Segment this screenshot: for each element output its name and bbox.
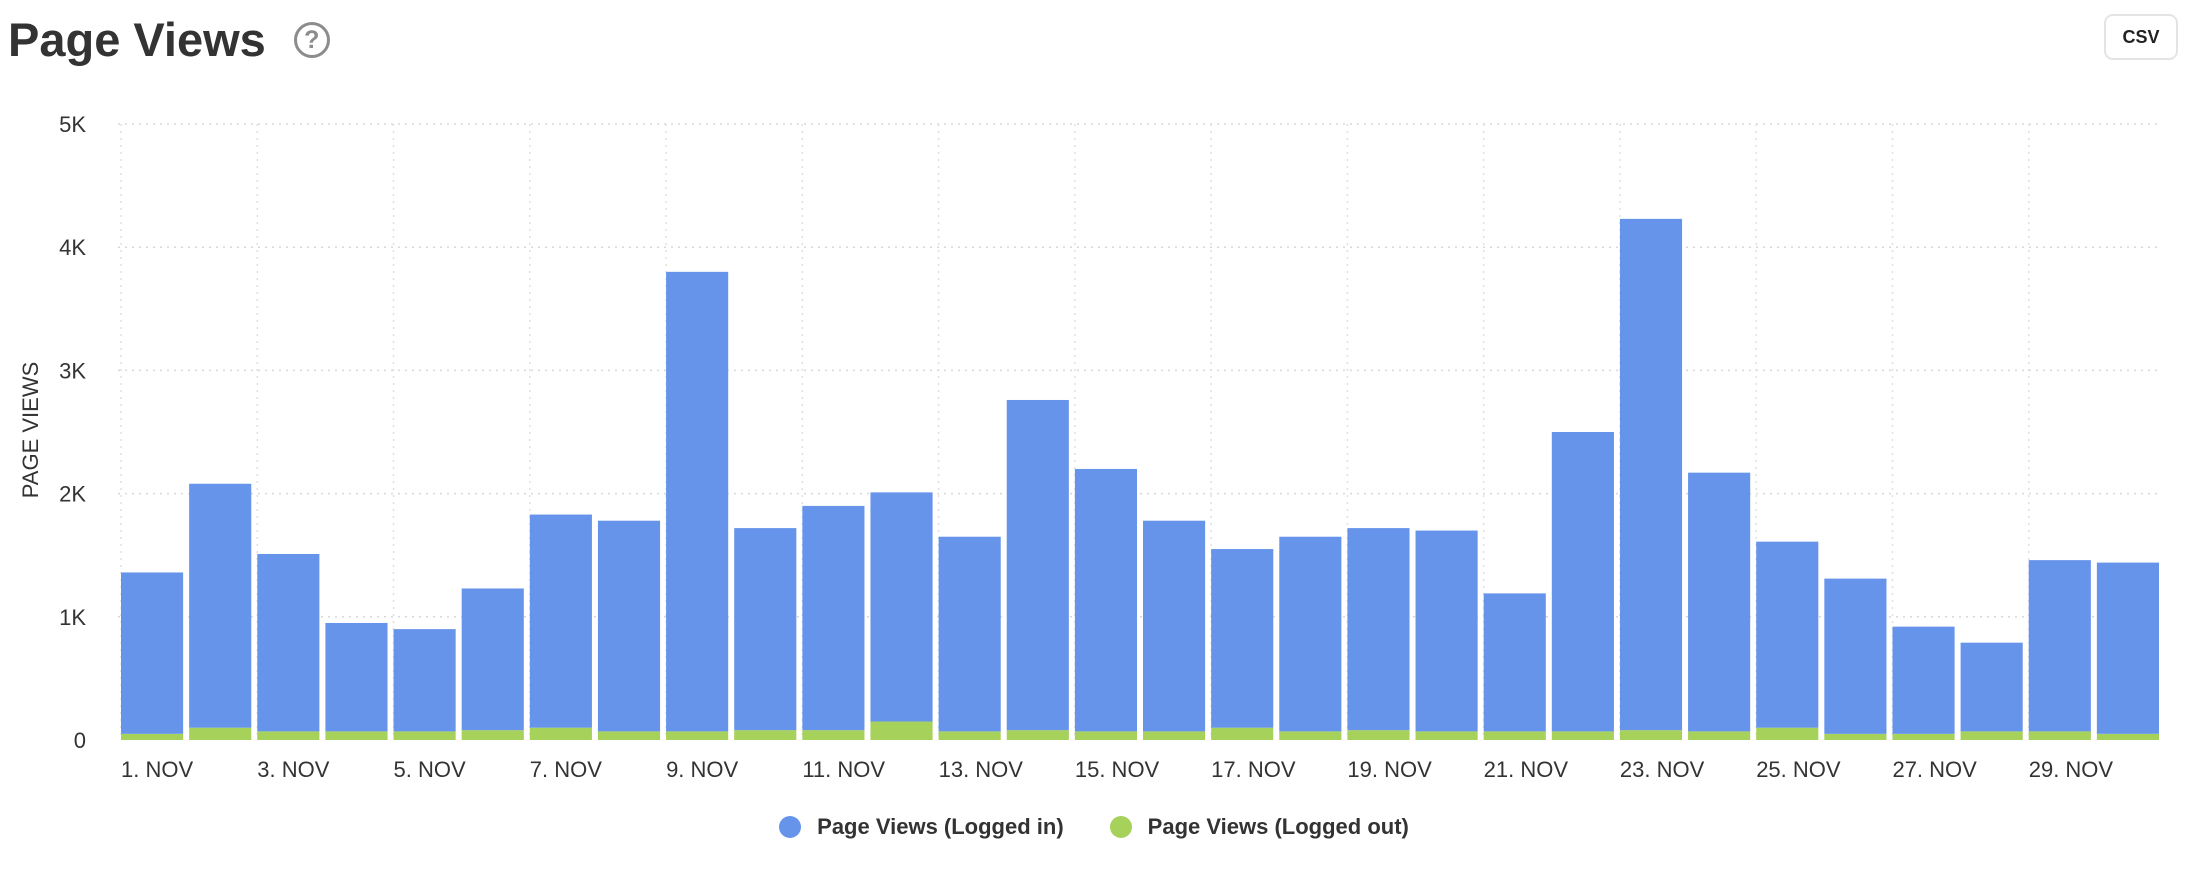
- x-tick-label: 15. NOV: [1075, 757, 1160, 782]
- bar-logged-in-14[interactable]: [1006, 399, 1069, 731]
- legend-item-logged-out[interactable]: Page Views (Logged out): [1109, 814, 1409, 840]
- bar-logged-in-28[interactable]: [1960, 642, 2023, 732]
- bar-logged-in-17[interactable]: [1211, 549, 1274, 728]
- bar-logged-in-25[interactable]: [1756, 541, 1819, 728]
- bar-logged-in-13[interactable]: [938, 536, 1001, 732]
- bar-logged-in-10[interactable]: [734, 528, 797, 731]
- bar-logged-in-3[interactable]: [257, 553, 320, 732]
- bar-logged-out-16[interactable]: [1143, 731, 1206, 740]
- bar-logged-out-7[interactable]: [529, 727, 592, 740]
- page-title: Page Views: [8, 13, 266, 66]
- bar-logged-out-26[interactable]: [1824, 733, 1887, 740]
- chart-header: Page Views ?: [8, 10, 330, 70]
- bar-logged-out-10[interactable]: [734, 730, 797, 740]
- bar-logged-out-29[interactable]: [2028, 731, 2091, 740]
- x-tick-label: 13. NOV: [939, 757, 1024, 782]
- bars: [121, 218, 2159, 740]
- x-tick-label: 9. NOV: [666, 757, 738, 782]
- bar-logged-out-23[interactable]: [1619, 730, 1683, 740]
- bar-logged-in-21[interactable]: [1483, 593, 1546, 732]
- legend-item-logged-in[interactable]: Page Views (Logged in): [779, 814, 1064, 840]
- bar-logged-out-22[interactable]: [1551, 731, 1614, 740]
- bar-logged-in-12[interactable]: [870, 492, 933, 722]
- x-tick-label: 21. NOV: [1484, 757, 1569, 782]
- bar-logged-in-26[interactable]: [1824, 578, 1887, 734]
- bar-logged-in-29[interactable]: [2028, 560, 2091, 732]
- bar-logged-in-6[interactable]: [461, 588, 524, 731]
- bar-logged-out-19[interactable]: [1347, 730, 1410, 740]
- bar-logged-out-30[interactable]: [2096, 733, 2159, 740]
- x-tick-label: 29. NOV: [2029, 757, 2114, 782]
- y-tick-label: 2K: [59, 482, 86, 507]
- bar-logged-in-4[interactable]: [325, 622, 388, 732]
- y-axis-ticks: 0 1K 2K 3K 4K 5K: [59, 112, 86, 753]
- bar-logged-out-17[interactable]: [1211, 727, 1274, 740]
- bar-logged-in-1[interactable]: [121, 572, 184, 734]
- bar-logged-out-20[interactable]: [1415, 731, 1478, 740]
- bar-logged-in-24[interactable]: [1688, 472, 1751, 732]
- legend-swatch-logged-in: [779, 816, 802, 838]
- x-tick-label: 25. NOV: [1756, 757, 1841, 782]
- bar-logged-in-23[interactable]: [1619, 218, 1683, 731]
- bar-logged-out-18[interactable]: [1279, 731, 1342, 740]
- bar-logged-out-5[interactable]: [393, 731, 456, 740]
- bar-logged-in-2[interactable]: [189, 483, 252, 728]
- bar-logged-in-20[interactable]: [1415, 530, 1478, 732]
- x-tick-label: 3. NOV: [257, 757, 329, 782]
- x-tick-label: 27. NOV: [1892, 757, 1977, 782]
- legend-label-logged-out: Page Views (Logged out): [1147, 814, 1409, 839]
- bar-logged-out-12[interactable]: [870, 721, 933, 740]
- bar-logged-out-8[interactable]: [597, 731, 661, 740]
- bar-logged-out-2[interactable]: [189, 727, 252, 740]
- y-axis-label: PAGE VIEWS: [18, 362, 43, 499]
- y-tick-label: 3K: [59, 358, 86, 383]
- x-tick-label: 23. NOV: [1620, 757, 1705, 782]
- bar-logged-out-24[interactable]: [1688, 731, 1751, 740]
- bar-logged-in-22[interactable]: [1551, 432, 1614, 732]
- legend-swatch-logged-out: [1109, 816, 1132, 838]
- bar-logged-out-15[interactable]: [1074, 731, 1137, 740]
- y-tick-label: 1K: [59, 605, 86, 630]
- legend-label-logged-in: Page Views (Logged in): [817, 814, 1064, 839]
- x-tick-label: 7. NOV: [530, 757, 602, 782]
- bar-logged-out-28[interactable]: [1960, 731, 2023, 740]
- bar-logged-out-14[interactable]: [1006, 730, 1069, 740]
- y-tick-label: 0: [74, 728, 86, 753]
- x-tick-label: 17. NOV: [1211, 757, 1296, 782]
- bar-logged-in-5[interactable]: [393, 629, 456, 732]
- y-tick-label: 4K: [59, 235, 86, 260]
- bar-logged-out-9[interactable]: [666, 731, 729, 740]
- x-tick-label: 1. NOV: [121, 757, 193, 782]
- csv-export-button[interactable]: CSV: [2104, 14, 2178, 60]
- bar-logged-in-18[interactable]: [1279, 536, 1342, 732]
- bar-logged-in-19[interactable]: [1347, 528, 1410, 731]
- bar-logged-out-11[interactable]: [802, 730, 865, 740]
- bar-logged-out-1[interactable]: [121, 733, 184, 740]
- bar-logged-out-21[interactable]: [1483, 731, 1546, 740]
- x-axis-ticks: 1. NOV 3. NOV 5. NOV 7. NOV 9. NOV 11. NOV 13.…: [121, 757, 2113, 782]
- bar-logged-in-7[interactable]: [529, 514, 592, 728]
- bar-logged-out-13[interactable]: [938, 731, 1001, 740]
- bar-logged-in-16[interactable]: [1143, 520, 1206, 732]
- bar-logged-in-27[interactable]: [1892, 626, 1955, 734]
- bar-logged-in-8[interactable]: [597, 520, 661, 732]
- y-tick-label: 5K: [59, 112, 86, 137]
- bar-logged-in-9[interactable]: [666, 271, 729, 732]
- x-tick-label: 11. NOV: [802, 757, 885, 782]
- bar-logged-out-6[interactable]: [461, 730, 524, 740]
- x-tick-label: 19. NOV: [1347, 757, 1432, 782]
- question-circle-icon[interactable]: ?: [293, 22, 330, 58]
- bar-logged-out-4[interactable]: [325, 731, 388, 740]
- chart-legend: Page Views (Logged in) Page Views (Logge…: [0, 814, 2188, 840]
- page-views-chart: 0 1K 2K 3K 4K 5K PAGE VIEWS 1. NOV 3. NOV 5. NO…: [18, 112, 2162, 782]
- bar-logged-out-27[interactable]: [1892, 733, 1955, 740]
- bar-logged-out-25[interactable]: [1756, 727, 1819, 740]
- bar-logged-out-3[interactable]: [257, 731, 320, 740]
- x-tick-label: 5. NOV: [394, 757, 466, 782]
- bar-logged-in-30[interactable]: [2096, 562, 2159, 734]
- bar-logged-in-15[interactable]: [1074, 468, 1137, 732]
- bar-logged-in-11[interactable]: [802, 505, 865, 731]
